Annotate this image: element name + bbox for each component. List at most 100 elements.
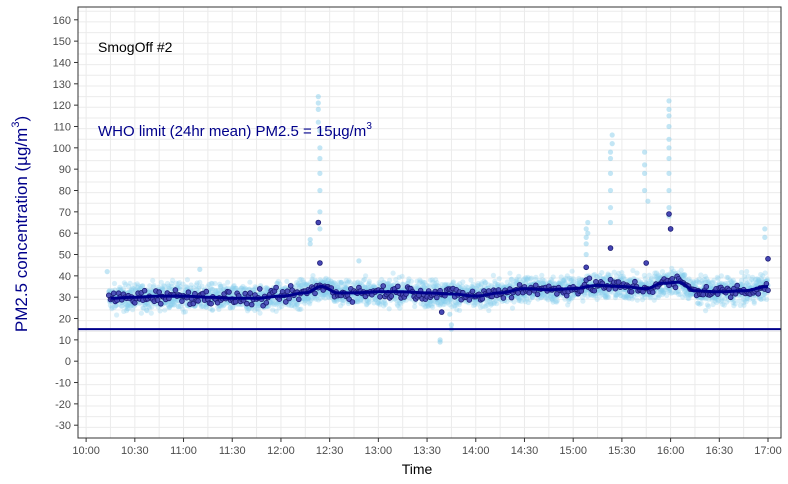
raw-point	[590, 272, 597, 278]
raw-point	[150, 284, 157, 290]
raw-point	[659, 287, 665, 293]
raw-point	[524, 296, 530, 302]
raw-point	[365, 282, 371, 288]
raw-point	[184, 277, 190, 283]
raw-point	[149, 304, 155, 310]
raw-point	[150, 277, 156, 284]
y-tick-label: 0	[65, 356, 71, 368]
raw-point	[657, 289, 664, 295]
raw-point	[306, 299, 312, 305]
raw-point	[614, 273, 620, 279]
raw-point	[712, 298, 718, 304]
raw-point	[513, 278, 520, 284]
raw-outlier-point	[607, 205, 614, 211]
raw-point	[677, 291, 683, 297]
raw-point	[662, 287, 668, 293]
raw-point	[386, 281, 392, 287]
raw-point	[549, 297, 556, 303]
raw-point	[627, 277, 633, 283]
mean-point	[247, 290, 253, 296]
raw-point	[205, 284, 211, 290]
raw-point	[603, 275, 609, 281]
raw-point	[435, 300, 441, 306]
raw-point	[354, 299, 360, 305]
raw-point	[309, 295, 315, 302]
raw-point	[737, 302, 743, 308]
raw-point	[699, 278, 705, 284]
raw-outlier-point	[585, 230, 591, 236]
raw-point	[324, 291, 330, 297]
raw-point	[328, 279, 335, 285]
raw-point	[123, 304, 129, 310]
raw-point	[698, 300, 704, 306]
raw-point	[709, 280, 715, 286]
mean-point	[534, 291, 541, 298]
raw-point	[254, 306, 260, 312]
raw-point	[170, 277, 176, 283]
raw-point	[682, 272, 688, 278]
raw-point	[371, 284, 377, 290]
raw-point	[549, 278, 555, 285]
raw-point	[599, 291, 606, 297]
raw-point	[421, 284, 427, 290]
raw-point	[354, 280, 360, 286]
y-tick-label: 100	[53, 143, 71, 155]
raw-point	[684, 291, 690, 297]
raw-point	[533, 274, 539, 280]
y-tick-label: 140	[53, 57, 71, 69]
raw-point	[180, 281, 186, 287]
raw-point	[365, 297, 371, 304]
raw-point	[445, 282, 451, 288]
x-tick-label: 13:00	[365, 445, 393, 457]
raw-point	[357, 280, 363, 286]
raw-point	[681, 272, 687, 278]
raw-point	[213, 288, 219, 294]
raw-point	[599, 270, 605, 276]
raw-point	[604, 294, 611, 300]
raw-point	[602, 293, 608, 299]
raw-point	[364, 301, 370, 307]
raw-point	[460, 279, 466, 285]
raw-point	[544, 295, 550, 301]
raw-point	[705, 278, 711, 284]
raw-point	[171, 302, 177, 308]
raw-point	[642, 276, 649, 282]
raw-point	[473, 285, 480, 291]
raw-point	[206, 281, 212, 288]
raw-point	[251, 287, 257, 293]
raw-point	[362, 285, 368, 291]
raw-point	[690, 280, 696, 286]
raw-point	[758, 276, 765, 282]
raw-point	[540, 280, 546, 286]
raw-point	[300, 277, 306, 283]
raw-point	[343, 277, 349, 283]
raw-point	[680, 294, 686, 300]
raw-point	[351, 280, 358, 286]
raw-point	[256, 301, 262, 307]
mean-point	[703, 283, 710, 290]
raw-point	[540, 280, 546, 286]
raw-point	[426, 283, 433, 289]
raw-point	[525, 274, 531, 280]
raw-outlier-point	[666, 106, 672, 112]
mean-point	[226, 289, 232, 295]
raw-point	[184, 284, 190, 290]
x-tick-label: 10:30	[121, 445, 149, 457]
raw-point	[179, 306, 186, 312]
raw-point	[161, 283, 167, 289]
raw-point	[651, 297, 657, 303]
raw-point	[579, 294, 586, 300]
y-axis-title-sup: 3	[10, 122, 22, 128]
raw-outlier-point	[666, 205, 672, 211]
raw-point	[338, 280, 344, 286]
raw-point	[706, 296, 712, 302]
raw-point	[218, 283, 224, 289]
grid-lines	[78, 7, 781, 439]
mean-point	[755, 290, 762, 297]
raw-point	[750, 279, 757, 285]
raw-point	[748, 283, 754, 289]
raw-point	[673, 289, 680, 295]
raw-point	[415, 283, 421, 289]
raw-point	[386, 284, 392, 290]
raw-point	[375, 300, 381, 306]
